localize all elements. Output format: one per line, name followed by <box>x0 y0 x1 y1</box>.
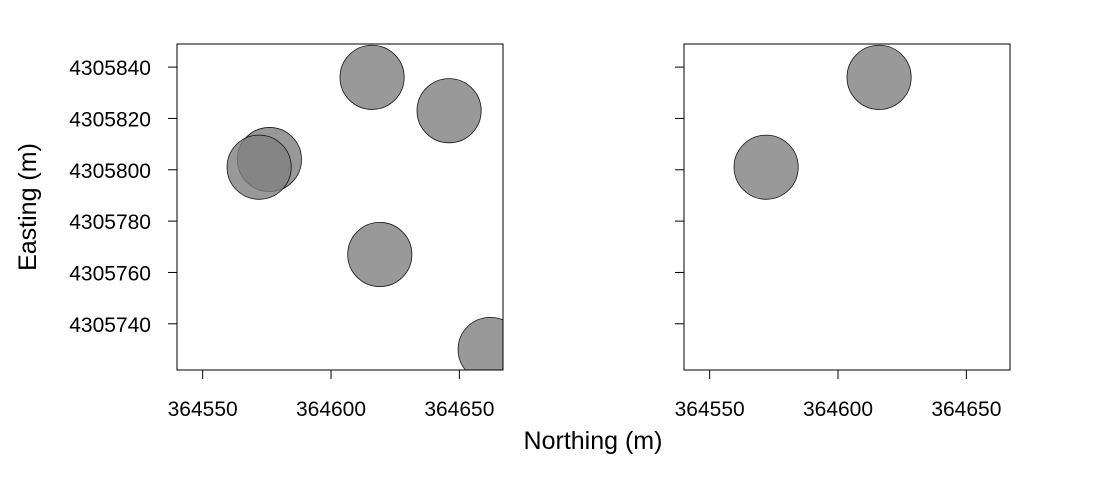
y-tick-label-left-4305780: 4305780 <box>69 211 151 234</box>
y-tick-label-left-4305820: 4305820 <box>69 108 151 131</box>
x-tick-label-right-364600: 364600 <box>803 398 873 421</box>
markers-right <box>733 44 912 200</box>
x-tick-label-left-364650: 364650 <box>424 398 494 421</box>
y-axis-title: Easting (m) <box>14 143 42 271</box>
data-point-left-6 <box>457 316 503 370</box>
plot-frame-left <box>176 43 504 371</box>
data-point-right-1 <box>846 44 912 110</box>
data-point-right-2 <box>733 134 799 200</box>
panel-left: 364550 364600 364650 4305740 4305760 4305780 4… <box>69 43 504 421</box>
panel-right: 364550 364600 364650 <box>675 43 1011 421</box>
y-tick-label-left-4305800: 4305800 <box>69 160 151 183</box>
data-point-left-4 <box>226 134 292 200</box>
y-tick-label-left-4305840: 4305840 <box>69 57 151 80</box>
y-tick-label-left-4305760: 4305760 <box>69 262 151 285</box>
y-tick-label-left-4305740: 4305740 <box>69 314 151 337</box>
x-tick-label-left-364550: 364550 <box>168 398 238 421</box>
data-point-left-2 <box>416 78 482 144</box>
plot-frame-right <box>683 43 1011 371</box>
x-tick-label-left-364600: 364600 <box>296 398 366 421</box>
x-tick-label-right-364550: 364550 <box>675 398 745 421</box>
x-axis-title: Northing (m) <box>524 427 663 455</box>
data-point-left-5 <box>347 222 413 287</box>
x-tick-label-right-364650: 364650 <box>931 398 1001 421</box>
markers-left <box>226 44 503 370</box>
data-point-left-1 <box>339 44 405 110</box>
